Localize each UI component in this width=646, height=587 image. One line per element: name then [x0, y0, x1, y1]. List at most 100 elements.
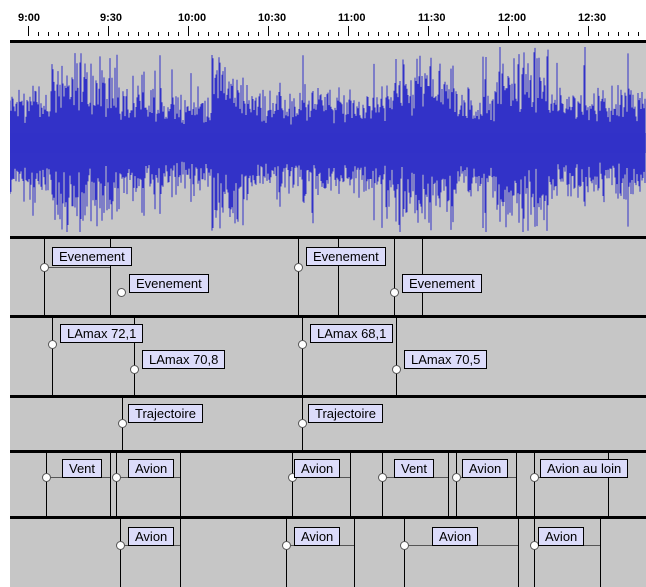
- label-track-trajectoire[interactable]: Trajectoire Trajectoire: [10, 398, 646, 453]
- label-handle[interactable]: [130, 365, 139, 374]
- ruler-tick: [98, 32, 99, 36]
- marker-line: [298, 239, 299, 315]
- marker-line: [404, 519, 405, 587]
- label-track-sources[interactable]: Vent Avion Avion Vent Avion Avion au loi…: [10, 453, 646, 519]
- waveform-track[interactable]: [10, 43, 646, 239]
- timeline-ruler[interactable]: 9:00 9:30 10:00 10:30 11:00 11:30 12:00 …: [10, 0, 646, 43]
- marker-line: [534, 453, 535, 516]
- ruler-tick: [228, 32, 229, 36]
- label-lamax-68-1[interactable]: LAmax 68,1: [310, 324, 394, 343]
- label-evenement-4[interactable]: Evenement: [402, 274, 482, 293]
- label-evenement-2[interactable]: Evenement: [129, 274, 209, 293]
- label-evenement-3[interactable]: Evenement: [306, 247, 386, 266]
- waveform: [10, 47, 646, 232]
- ruler-tick: [118, 32, 119, 36]
- marker-line: [534, 519, 535, 587]
- ruler-tick: [108, 26, 109, 36]
- label-handle[interactable]: [392, 365, 401, 374]
- left-margin: [0, 0, 10, 587]
- label-avion-a[interactable]: Avion: [128, 527, 175, 546]
- label-avion-1[interactable]: Avion: [128, 459, 175, 478]
- label-evenement-1[interactable]: Evenement: [52, 247, 132, 266]
- label-track-avion[interactable]: Avion Avion Avion Avion: [10, 519, 646, 587]
- marker-line: [180, 453, 181, 516]
- marker-line: [448, 453, 449, 516]
- marker-line: [292, 453, 293, 516]
- label-handle[interactable]: [294, 263, 303, 272]
- ruler-tick: [608, 32, 609, 36]
- marker-line: [52, 318, 53, 395]
- ruler-tick: [158, 32, 159, 36]
- ruler-tick: [618, 32, 619, 36]
- label-lamax-72-1[interactable]: LAmax 72,1: [60, 324, 144, 343]
- ruler-tick: [298, 32, 299, 36]
- label-trajectoire-2[interactable]: Trajectoire: [308, 404, 383, 423]
- ruler-tick: [238, 32, 239, 36]
- ruler-tick: [358, 32, 359, 36]
- label-avion-3[interactable]: Avion: [462, 459, 509, 478]
- label-span-line: [48, 267, 110, 268]
- label-vent-1[interactable]: Vent: [62, 459, 103, 478]
- label-handle[interactable]: [117, 288, 126, 297]
- ruler-tick: [578, 32, 579, 36]
- label-avion-c[interactable]: Avion: [432, 527, 479, 546]
- ruler-tick: [638, 32, 639, 36]
- ruler-label-11-30: 11:30: [418, 12, 446, 24]
- marker-line: [110, 453, 111, 516]
- label-handle[interactable]: [390, 288, 399, 297]
- marker-line: [518, 519, 519, 587]
- label-handle[interactable]: [48, 340, 57, 349]
- label-handle[interactable]: [298, 340, 307, 349]
- label-avion-b[interactable]: Avion: [294, 527, 341, 546]
- ruler-tick: [338, 32, 339, 36]
- ruler-tick: [328, 32, 329, 36]
- label-avion-au-loin[interactable]: Avion au loin: [540, 459, 629, 478]
- ruler-tick: [558, 32, 559, 36]
- waveform-core: [10, 133, 646, 153]
- ruler-tick: [348, 26, 349, 36]
- ruler-tick: [268, 26, 269, 36]
- ruler-tick: [138, 32, 139, 36]
- ruler-label-12-30: 12:30: [578, 12, 607, 24]
- ruler-tick: [468, 32, 469, 36]
- label-avion-2[interactable]: Avion: [294, 459, 341, 478]
- ruler-label-9-00: 9:00: [18, 12, 41, 24]
- ruler-tick: [148, 32, 149, 36]
- marker-line: [134, 318, 135, 395]
- marker-line: [302, 318, 303, 395]
- marker-line: [46, 453, 47, 516]
- label-vent-2[interactable]: Vent: [394, 459, 435, 478]
- label-avion-d[interactable]: Avion: [538, 527, 585, 546]
- label-track-lamax[interactable]: LAmax 72,1 LAmax 70,8 LAmax 68,1 LAmax 7…: [10, 318, 646, 398]
- ruler-tick: [588, 26, 589, 36]
- ruler-tick: [208, 32, 209, 36]
- ruler-tick: [58, 32, 59, 36]
- ruler-tick: [388, 32, 389, 36]
- ruler-tick: [598, 32, 599, 36]
- ruler-tick: [38, 32, 39, 36]
- marker-line: [394, 239, 395, 315]
- ruler-tick: [518, 32, 519, 36]
- label-handle[interactable]: [298, 419, 307, 428]
- label-lamax-70-8[interactable]: LAmax 70,8: [142, 350, 226, 369]
- marker-line: [456, 453, 457, 516]
- ruler-tick: [198, 32, 199, 36]
- label-trajectoire-1[interactable]: Trajectoire: [128, 404, 203, 423]
- label-track-evenement[interactable]: Evenement Evenement Evenement Evenement: [10, 239, 646, 318]
- marker-line: [396, 318, 397, 395]
- ruler-tick: [538, 32, 539, 36]
- ruler-tick: [128, 32, 129, 36]
- marker-line: [116, 453, 117, 516]
- ruler-tick: [318, 32, 319, 36]
- ruler-tick: [78, 32, 79, 36]
- label-lamax-70-5[interactable]: LAmax 70,5: [404, 350, 488, 369]
- ruler-tick: [288, 32, 289, 36]
- marker-line: [44, 239, 45, 315]
- marker-line: [110, 239, 111, 315]
- ruler-tick: [48, 32, 49, 36]
- label-handle[interactable]: [118, 419, 127, 428]
- marker-line: [286, 519, 287, 587]
- ruler-tick: [418, 32, 419, 36]
- ruler-tick: [248, 32, 249, 36]
